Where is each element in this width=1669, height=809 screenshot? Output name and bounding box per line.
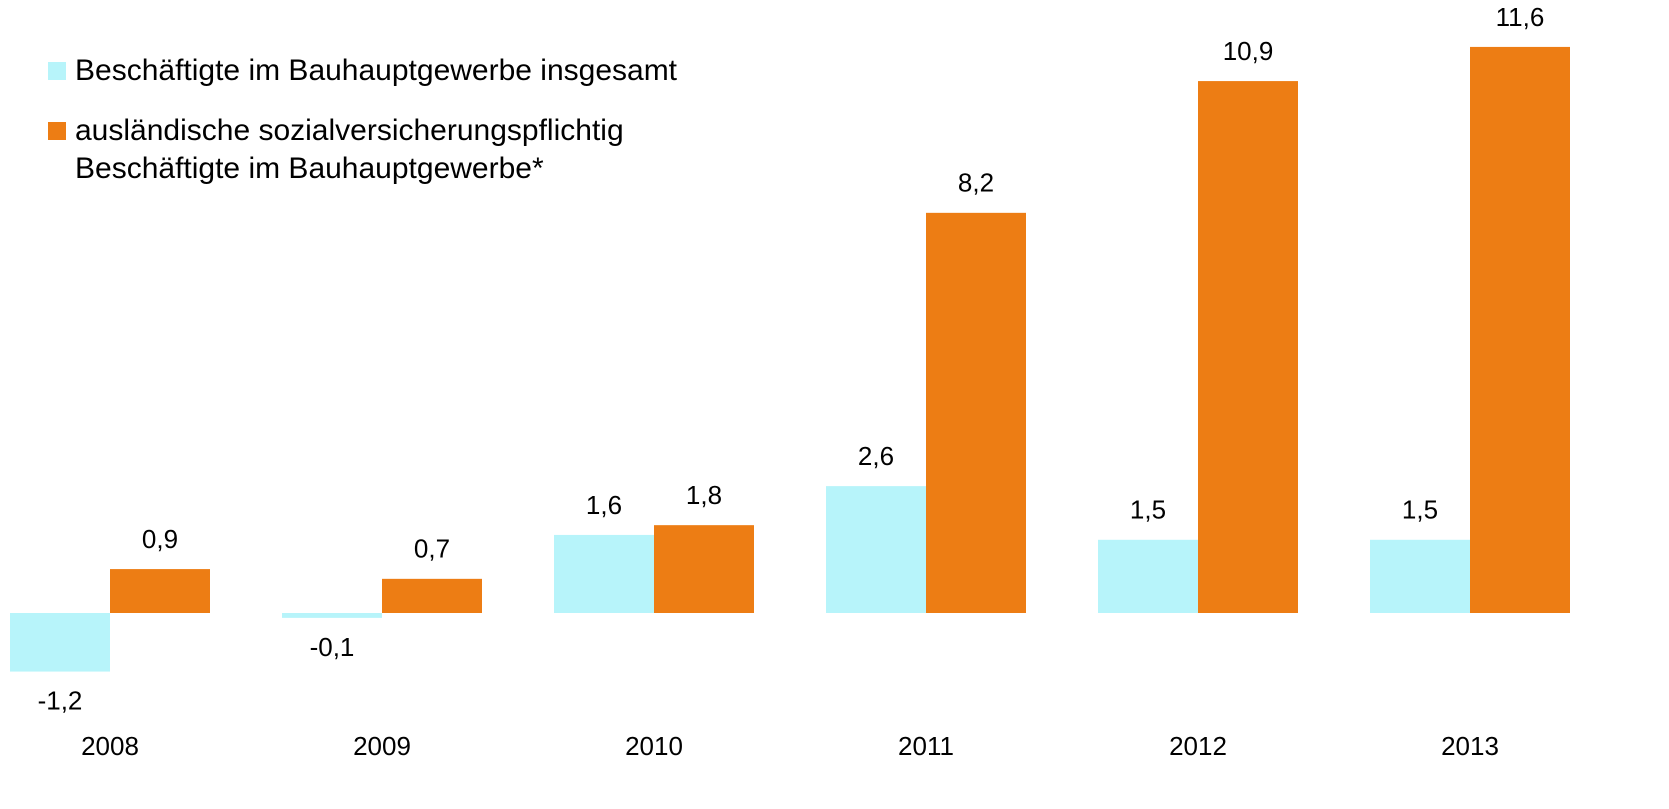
bar bbox=[654, 525, 754, 613]
data-label: 8,2 bbox=[958, 168, 994, 198]
bar bbox=[382, 578, 482, 613]
bar bbox=[926, 212, 1026, 613]
x-tick-label: 2013 bbox=[1441, 731, 1499, 761]
x-tick-label: 2009 bbox=[353, 731, 411, 761]
x-tick-label: 2008 bbox=[81, 731, 139, 761]
legend-label: ausländische sozialversicherungspflichti… bbox=[75, 114, 624, 185]
bar bbox=[110, 569, 210, 613]
data-label: -1,2 bbox=[38, 685, 83, 715]
legend-item: ausländische sozialversicherungspflichti… bbox=[48, 112, 735, 188]
bar bbox=[282, 613, 382, 618]
bar bbox=[10, 613, 110, 672]
bar bbox=[554, 534, 654, 613]
data-label: 10,9 bbox=[1223, 36, 1274, 66]
data-label: 0,7 bbox=[414, 534, 450, 564]
data-label: 1,5 bbox=[1130, 495, 1166, 525]
x-tick-label: 2010 bbox=[625, 731, 683, 761]
data-label: 1,8 bbox=[686, 480, 722, 510]
data-label: 1,5 bbox=[1402, 495, 1438, 525]
x-tick-label: 2012 bbox=[1169, 731, 1227, 761]
legend-swatch bbox=[48, 122, 66, 140]
data-label: -0,1 bbox=[310, 632, 355, 662]
x-tick-label: 2011 bbox=[898, 731, 954, 761]
bar bbox=[1470, 46, 1570, 614]
bar bbox=[1098, 539, 1198, 613]
bar bbox=[1198, 81, 1298, 613]
legend-label: Beschäftigte im Bauhauptgewerbe insgesam… bbox=[75, 54, 678, 87]
legend: Beschäftigte im Bauhauptgewerbe insgesam… bbox=[48, 52, 735, 210]
data-label: 1,6 bbox=[586, 490, 622, 520]
legend-swatch bbox=[48, 62, 66, 80]
data-label: 0,9 bbox=[142, 524, 178, 554]
bar bbox=[1370, 539, 1470, 613]
data-label: 2,6 bbox=[858, 441, 894, 471]
legend-item: Beschäftigte im Bauhauptgewerbe insgesam… bbox=[48, 52, 735, 90]
data-label: 11,6 bbox=[1496, 2, 1545, 32]
bar bbox=[826, 486, 926, 613]
